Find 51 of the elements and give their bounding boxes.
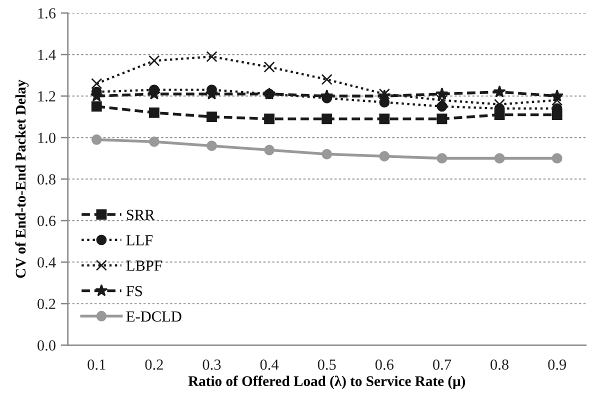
x-axis-title: Ratio of Offered Load (λ) to Service Rate (μ)	[188, 376, 466, 390]
point	[552, 153, 562, 164]
point	[206, 51, 218, 62]
point	[91, 101, 102, 112]
y-tick-label: 1.2	[38, 91, 56, 102]
y-tick-label: 1.6	[38, 8, 56, 19]
point	[436, 153, 448, 164]
point	[148, 55, 160, 66]
x-tick-label: 0.6	[375, 359, 394, 370]
x-tick-label: 0.2	[145, 359, 163, 370]
point	[264, 61, 275, 73]
y-tick-label: 0.2	[38, 298, 56, 310]
point	[91, 78, 102, 90]
point	[91, 134, 102, 145]
legend-label: SRR	[126, 210, 155, 220]
point	[436, 87, 448, 100]
point	[206, 140, 217, 152]
point	[148, 136, 160, 147]
y-axis-title: CV of End-to-End Packet Delay	[15, 80, 29, 278]
x-tick-label: 0.8	[490, 359, 508, 370]
point	[206, 112, 217, 122]
legend-label: LBPF	[126, 260, 162, 271]
legend-label: FS	[126, 286, 142, 296]
point	[436, 114, 448, 124]
x-tick-label: 0.3	[202, 359, 221, 370]
x-tick-label: 0.1	[88, 359, 106, 370]
point	[264, 114, 275, 124]
point	[322, 114, 332, 124]
y-tick-label: 0.8	[38, 174, 56, 185]
point	[264, 144, 275, 156]
point	[493, 85, 506, 98]
y-tick-label: 0.4	[38, 257, 56, 268]
y-tick-label: 0.0	[38, 340, 56, 351]
x-tick-label: 0.5	[318, 359, 336, 370]
point	[321, 74, 332, 85]
x-tick-label: 0.4	[260, 359, 279, 370]
point	[379, 114, 390, 124]
y-tick-label: 1.4	[38, 50, 56, 60]
point	[550, 89, 564, 102]
y-tick-label: 1.0	[38, 132, 56, 144]
legend-label: E-DCLD	[126, 311, 182, 322]
point	[148, 107, 160, 118]
point	[436, 94, 448, 106]
y-tick-label: 0.6	[38, 216, 56, 226]
point	[379, 151, 390, 162]
point	[494, 153, 505, 164]
legend-label: LLF	[126, 235, 153, 246]
point	[552, 94, 563, 106]
point	[322, 148, 332, 160]
x-tick-label: 0.7	[433, 359, 452, 370]
x-tick-label: 0.9	[548, 359, 566, 370]
